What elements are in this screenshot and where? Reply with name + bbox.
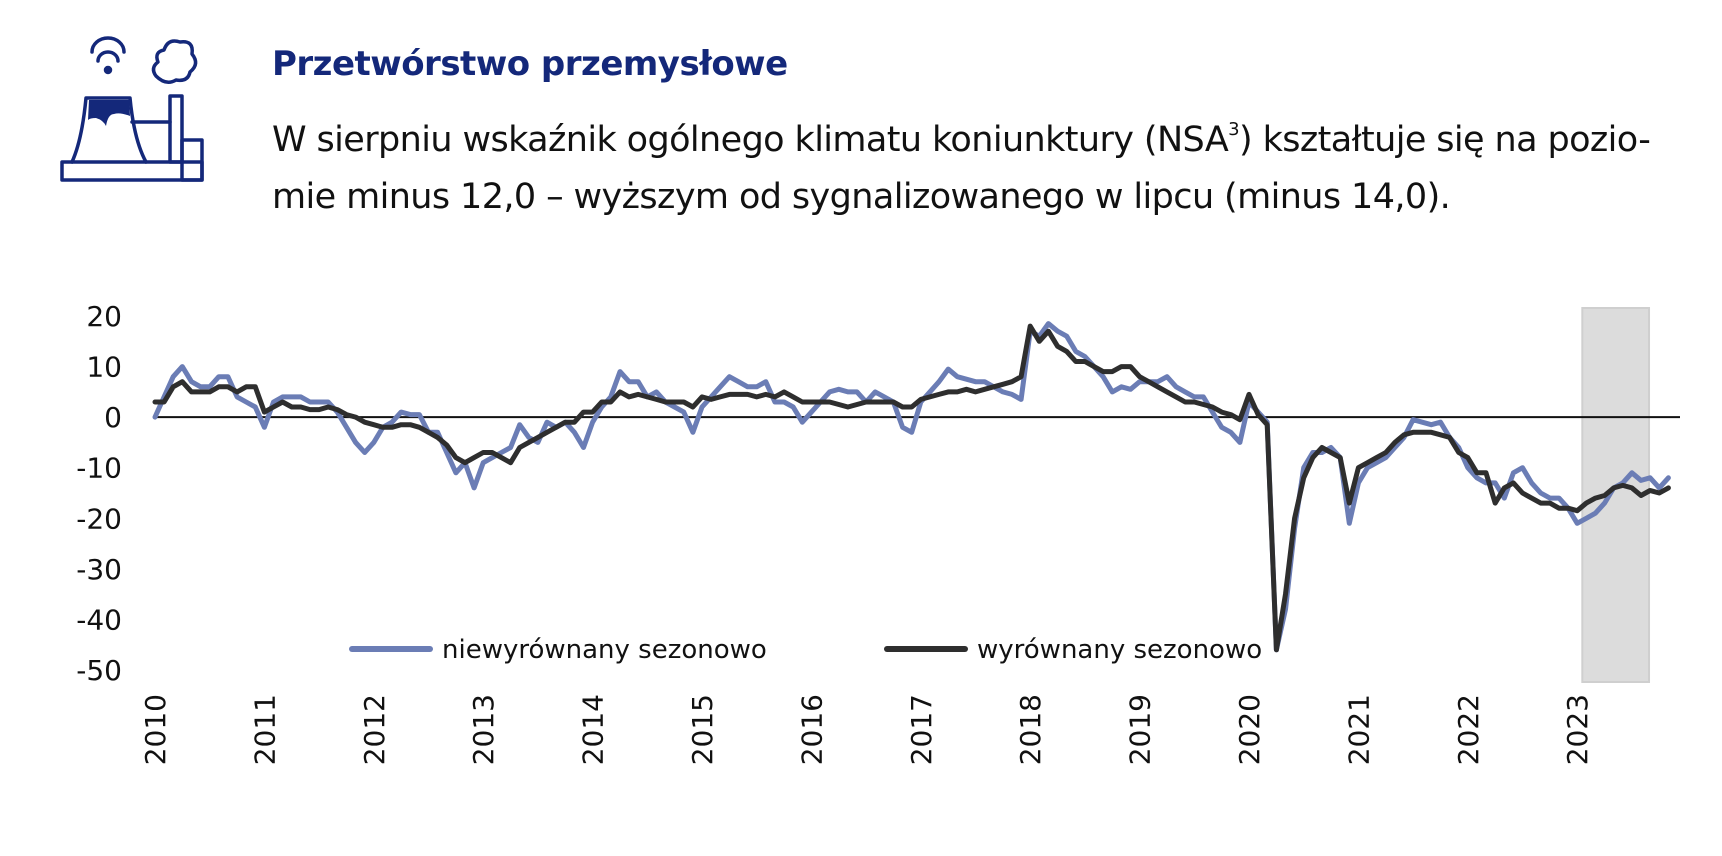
x-tick-label: 2011 — [248, 694, 281, 765]
x-tick-label: 2015 — [686, 694, 719, 765]
y-tick-label: -50 — [76, 654, 122, 687]
x-tick-label: 2018 — [1014, 694, 1047, 765]
footnote-marker: 3 — [1228, 119, 1240, 140]
x-tick-label: 2017 — [905, 694, 938, 765]
y-tick-label: -10 — [76, 452, 122, 485]
x-tick-label: 2016 — [795, 694, 828, 765]
x-tick-label: 2014 — [577, 694, 610, 765]
series-line-sa — [152, 323, 1671, 653]
x-tick-label: 2020 — [1233, 694, 1266, 765]
legend-label-nsa: niewyrównany sezonowo — [442, 635, 767, 665]
y-tick-label: -40 — [76, 603, 122, 636]
x-tick-label: 2013 — [467, 694, 500, 765]
series-line-nsa — [152, 321, 1671, 653]
x-tick-label: 2012 — [358, 694, 391, 765]
page-title: Przetwórstwo przemysłowe — [272, 44, 788, 84]
description: W sierpniu wskaźnik ogólnego klimatu kon… — [272, 112, 1692, 226]
y-tick-label: 10 — [86, 351, 122, 384]
description-text-end: ) kształtuje się na pozio- mie minus 12,… — [272, 120, 1651, 217]
description-text: W sierpniu wskaźnik ogólnego klimatu kon… — [272, 120, 1229, 160]
y-tick-label: -30 — [76, 553, 122, 586]
y-tick-label: 20 — [86, 300, 122, 333]
legend-label-sa: wyrównany sezonowo — [977, 635, 1262, 665]
x-tick-label: 2010 — [139, 694, 172, 765]
factory-icon — [60, 36, 204, 182]
x-tick-label: 2021 — [1342, 694, 1375, 765]
x-tick-label: 2023 — [1561, 694, 1594, 765]
y-tick-label: 0 — [104, 401, 122, 434]
x-tick-label: 2019 — [1124, 694, 1157, 765]
x-tick-label: 2022 — [1452, 694, 1485, 765]
y-tick-label: -20 — [76, 502, 122, 535]
